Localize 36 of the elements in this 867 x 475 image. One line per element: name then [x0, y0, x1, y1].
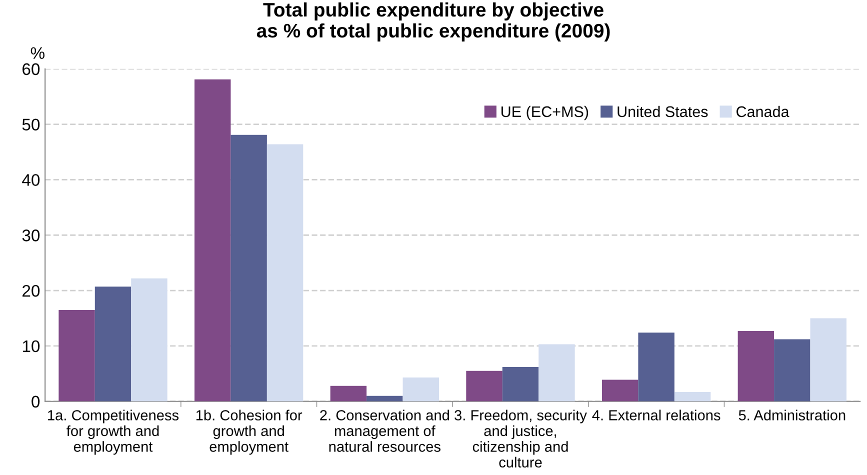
bar: [366, 396, 403, 402]
chart-title: Total public expenditure by objective as % of total public expenditure (2009): [256, 2, 610, 42]
bar: [266, 144, 304, 402]
bar: [402, 378, 439, 402]
bar: [538, 344, 575, 402]
x-tick-label: 5. Administration: [738, 410, 846, 420]
bar: [674, 392, 711, 402]
y-tick-label: 60: [22, 63, 40, 76]
bar: [738, 330, 774, 402]
x-tick-label: 3. Freedom, security and justice, citizenship and culture: [454, 410, 587, 468]
x-tick-label: 2. Conservation and management of natural resources: [320, 410, 449, 452]
y-tick-label: 40: [22, 174, 40, 186]
bar: [230, 134, 267, 402]
bar: [94, 286, 132, 402]
bar: [330, 386, 367, 402]
bar: [602, 380, 638, 402]
y-tick-label: 10: [22, 340, 40, 352]
bar: [638, 332, 674, 402]
legend-label: UE (EC+MS): [502, 106, 588, 120]
y-tick-label: 20: [22, 284, 40, 297]
bar: [810, 318, 846, 402]
bar: [774, 339, 810, 402]
y-tick-label: 50: [22, 118, 40, 130]
x-tick-label: 4. External relations: [592, 410, 720, 420]
bar: [502, 367, 539, 402]
bar: [131, 278, 168, 402]
bar: [58, 310, 95, 402]
y-tick-label: 30: [22, 230, 40, 242]
x-tick-label: 1a. Competitiveness for growth and employment: [48, 410, 179, 455]
y-axis-title: %: [30, 47, 44, 59]
y-tick-label: 0: [32, 396, 40, 408]
bar: [466, 370, 502, 402]
bar: [194, 79, 231, 402]
x-tick-label: 1b. Cohesion for growth and employment: [196, 410, 302, 455]
legend-label: United States: [618, 106, 708, 118]
legend-label: Canada: [736, 106, 790, 118]
